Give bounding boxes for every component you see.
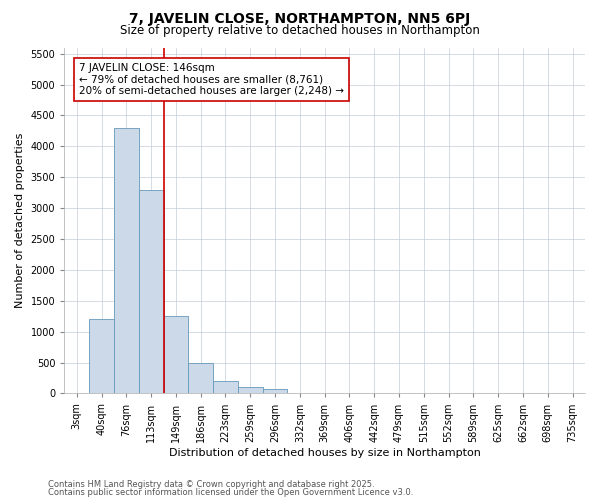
Bar — [164, 316, 188, 394]
Bar — [114, 128, 139, 394]
Text: Contains public sector information licensed under the Open Government Licence v3: Contains public sector information licen… — [48, 488, 413, 497]
Bar — [263, 389, 287, 394]
Bar — [188, 362, 213, 394]
Text: Contains HM Land Registry data © Crown copyright and database right 2025.: Contains HM Land Registry data © Crown c… — [48, 480, 374, 489]
Bar — [89, 320, 114, 394]
Bar — [213, 381, 238, 394]
Bar — [238, 387, 263, 394]
Text: 7, JAVELIN CLOSE, NORTHAMPTON, NN5 6PJ: 7, JAVELIN CLOSE, NORTHAMPTON, NN5 6PJ — [130, 12, 470, 26]
X-axis label: Distribution of detached houses by size in Northampton: Distribution of detached houses by size … — [169, 448, 481, 458]
Y-axis label: Number of detached properties: Number of detached properties — [15, 133, 25, 308]
Text: Size of property relative to detached houses in Northampton: Size of property relative to detached ho… — [120, 24, 480, 37]
Text: 7 JAVELIN CLOSE: 146sqm
← 79% of detached houses are smaller (8,761)
20% of semi: 7 JAVELIN CLOSE: 146sqm ← 79% of detache… — [79, 63, 344, 96]
Bar — [139, 190, 164, 394]
